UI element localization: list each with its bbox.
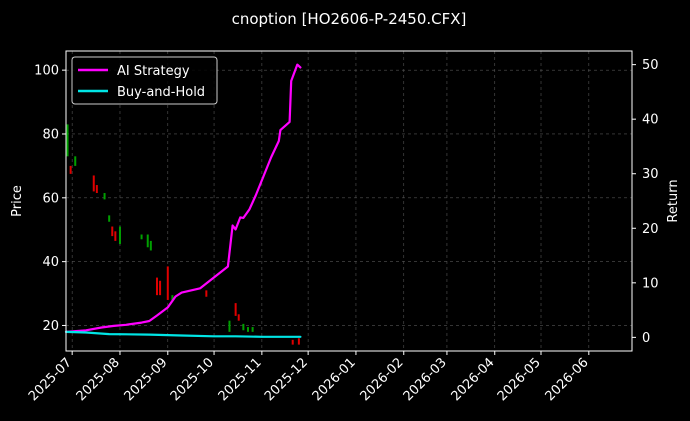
plot-frame — [65, 50, 633, 352]
price-bar-22 — [246, 327, 249, 332]
price-bar-17 — [205, 290, 208, 297]
price-bars — [66, 124, 300, 345]
y-left-tick-label-0: 20 — [42, 319, 59, 334]
price-bar-6 — [108, 215, 111, 222]
price-bar-20 — [237, 314, 240, 321]
price-bar-21 — [242, 323, 245, 331]
y-right-tick-label-4: 40 — [642, 113, 659, 128]
price-bar-16 — [171, 295, 174, 302]
legend-box — [71, 56, 218, 105]
y-left-tick-label-2: 60 — [42, 191, 59, 206]
price-bar-9 — [118, 226, 121, 245]
y-right-tick-label-0: 0 — [642, 331, 650, 346]
price-bar-8 — [114, 231, 117, 241]
price-bar-4 — [95, 185, 98, 194]
y-right-tick-label-2: 20 — [642, 222, 659, 237]
price-bar-23 — [251, 327, 254, 332]
price-bar-13 — [155, 277, 158, 296]
y-axis-label-right: Return — [666, 179, 681, 222]
price-bar-14 — [159, 280, 162, 296]
legend-label-buy-and-hold: Buy-and-Hold — [117, 85, 205, 100]
y-axis-label-left: Price — [10, 185, 25, 217]
price-bar-25 — [297, 338, 300, 345]
price-bar-11 — [146, 234, 149, 248]
legend: AI Strategy Buy-and-Hold — [71, 56, 218, 105]
y-right-tick-label-1: 10 — [642, 276, 659, 291]
price-bar-12 — [149, 240, 152, 251]
y-left-tick-label-3: 80 — [42, 127, 59, 142]
series-line-1 — [64, 330, 302, 338]
y-right-tick-label-5: 50 — [642, 58, 659, 73]
price-bar-5 — [103, 193, 106, 200]
price-bar-24 — [291, 339, 294, 345]
return-series — [64, 63, 302, 338]
legend-label-ai-strategy: AI Strategy — [117, 64, 190, 79]
price-bar-15 — [166, 266, 169, 300]
price-bar-18 — [228, 320, 231, 332]
series-line-0 — [64, 63, 302, 333]
price-bar-19 — [234, 303, 237, 316]
price-bar-3 — [92, 175, 95, 192]
price-bar-10 — [140, 234, 143, 240]
price-bar-2 — [74, 156, 77, 166]
price-bar-7 — [111, 226, 114, 237]
y-left-tick-label-4: 100 — [34, 64, 59, 79]
y-right-tick-label-3: 30 — [642, 167, 659, 182]
price-bar-1 — [69, 165, 72, 174]
chart-title: cnoption [HO2606-P-2450.CFX] — [232, 10, 467, 28]
y-left-tick-label-1: 40 — [42, 255, 59, 270]
price-bar-0 — [66, 124, 69, 157]
